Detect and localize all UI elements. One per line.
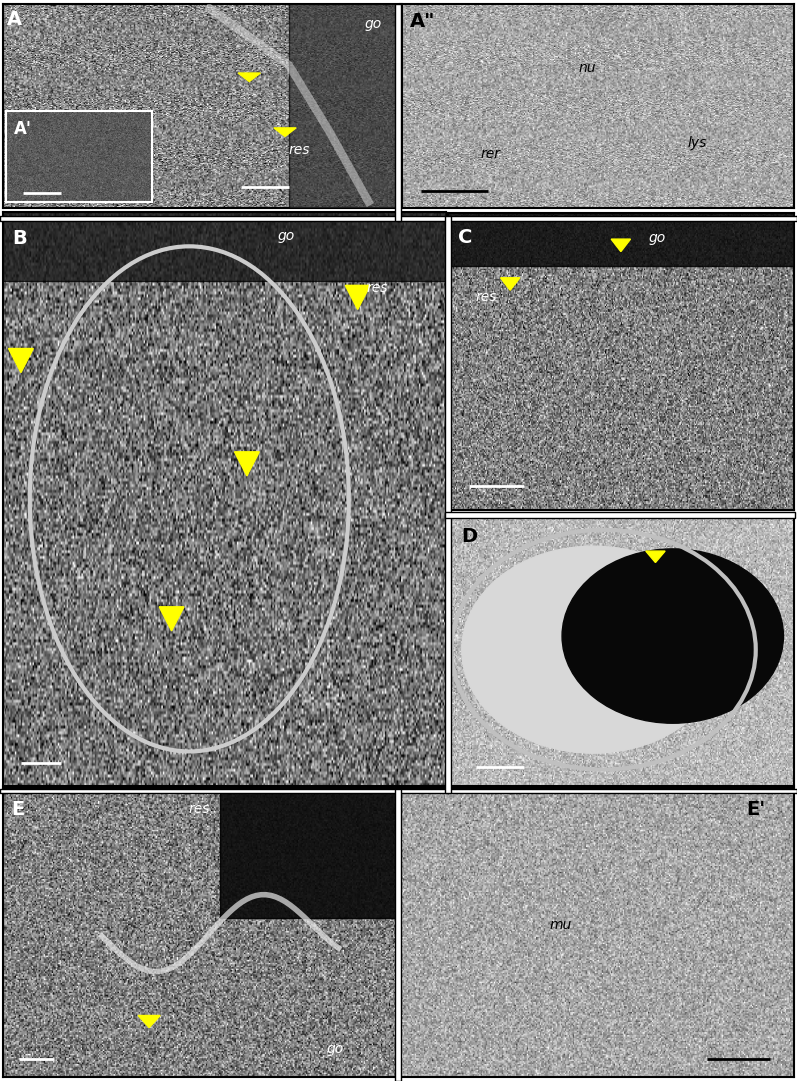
Text: C: C (458, 228, 473, 246)
Polygon shape (138, 1015, 160, 1028)
Text: go: go (364, 16, 382, 30)
Polygon shape (501, 278, 520, 290)
Polygon shape (234, 452, 259, 476)
Text: A": A" (410, 13, 435, 31)
Polygon shape (345, 285, 370, 309)
Polygon shape (611, 239, 630, 252)
Text: res: res (476, 290, 497, 304)
FancyBboxPatch shape (3, 212, 446, 281)
Text: rer: rer (480, 147, 500, 161)
Text: A': A' (14, 120, 33, 138)
Text: D: D (461, 528, 478, 546)
Text: go: go (327, 1042, 344, 1056)
Text: B: B (12, 229, 27, 249)
Text: E: E (11, 800, 25, 818)
Polygon shape (159, 606, 184, 631)
Text: go: go (649, 230, 665, 244)
Text: E': E' (747, 800, 766, 818)
Polygon shape (238, 74, 261, 81)
Circle shape (562, 549, 783, 723)
Polygon shape (274, 128, 296, 136)
FancyBboxPatch shape (220, 788, 398, 918)
Circle shape (461, 546, 724, 753)
Text: res: res (189, 802, 210, 816)
Polygon shape (646, 551, 665, 562)
Text: go: go (278, 229, 295, 243)
FancyBboxPatch shape (289, 4, 400, 208)
FancyBboxPatch shape (448, 213, 794, 266)
Text: res: res (367, 281, 388, 295)
Text: A: A (7, 11, 22, 29)
Text: mu: mu (549, 918, 571, 932)
Polygon shape (9, 348, 33, 373)
Text: lys: lys (688, 136, 707, 150)
Text: res: res (289, 143, 311, 157)
Text: nu: nu (578, 62, 595, 76)
